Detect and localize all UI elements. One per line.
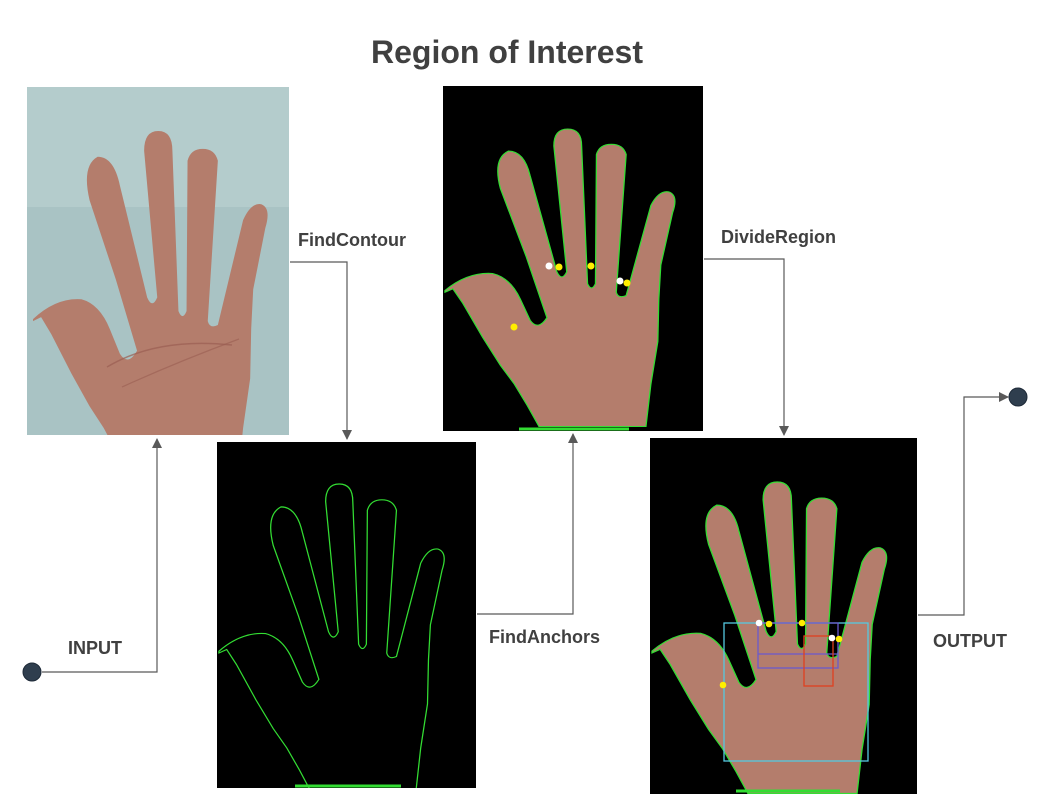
output-connector bbox=[918, 392, 1009, 616]
anchor-points bbox=[719, 619, 843, 689]
find-anchors-connector bbox=[477, 433, 578, 615]
find-anchors-label: FindAnchors bbox=[489, 627, 600, 647]
divide-region-connector bbox=[704, 258, 789, 436]
find-contour-connector bbox=[290, 261, 352, 440]
divide-region-label: DivideRegion bbox=[721, 227, 837, 247]
output-label: OUTPUT bbox=[933, 631, 1007, 651]
anchor-points bbox=[510, 262, 631, 331]
contour-panel bbox=[217, 442, 476, 788]
find-contour-label: FindContour bbox=[298, 230, 406, 250]
input-hand-photo bbox=[27, 87, 289, 435]
roi-red-box bbox=[803, 635, 834, 687]
input-endpoint bbox=[22, 662, 42, 682]
diagram-title: Region of Interest bbox=[370, 34, 643, 70]
roi-inner-box bbox=[757, 622, 839, 669]
output-roi-panel bbox=[650, 438, 917, 794]
input-label: INPUT bbox=[68, 638, 122, 658]
anchors-panel bbox=[443, 86, 703, 431]
output-endpoint bbox=[1008, 387, 1028, 407]
input-connector bbox=[42, 438, 162, 673]
